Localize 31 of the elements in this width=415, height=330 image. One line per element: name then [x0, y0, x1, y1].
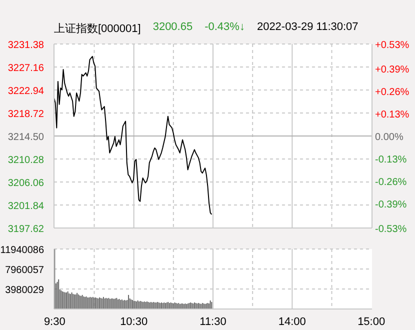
y2-tick-label: 0.00% [375, 132, 404, 143]
x-tick-label: 11:30 [200, 316, 226, 328]
y-tick-label: 11940086 [0, 245, 44, 256]
text: 2022-03-29 11:30:07 [256, 21, 358, 35]
y2-tick-label: -0.26% [375, 177, 407, 188]
y-tick-label: 3206.06 [8, 178, 44, 189]
y-tick-label: 7960057 [5, 265, 44, 276]
y-tick-label: 3980029 [5, 285, 44, 296]
y2-tick-label: -0.53% [375, 224, 407, 235]
y2-tick-label: +0.26% [375, 86, 410, 98]
chart-title: 上证指数[000001] [54, 22, 141, 36]
y2-tick-label: -0.13% [375, 154, 407, 166]
y-tick-label: 3218.72 [8, 109, 44, 120]
y-tick-label: 3222.94 [8, 86, 44, 97]
y2-tick-label: -0.39% [375, 200, 407, 211]
y-tick-label: 3210.28 [8, 155, 44, 166]
y2-tick-label: +0.39% [375, 64, 410, 76]
x-tick-label: 15:00 [358, 316, 386, 328]
x-tick-label: 14:00 [278, 316, 306, 328]
line-series [54, 56, 212, 215]
y-tick-label: 3231.38 [8, 40, 44, 51]
y-tick-label: 3214.50 [8, 132, 44, 143]
y2-tick-label: +0.53% [375, 40, 410, 51]
x-tick-label: 10:30 [120, 316, 148, 328]
y-tick-label: 3201.84 [8, 201, 44, 212]
y-tick-label: 3227.16 [8, 63, 44, 74]
y2-tick-label: +0.13% [375, 109, 410, 120]
text: 3200.65 [152, 21, 193, 35]
text: -0.43%↓ [204, 21, 245, 35]
y-tick-label: 3197.62 [8, 224, 44, 235]
x-tick-label: 9:30 [44, 316, 66, 328]
